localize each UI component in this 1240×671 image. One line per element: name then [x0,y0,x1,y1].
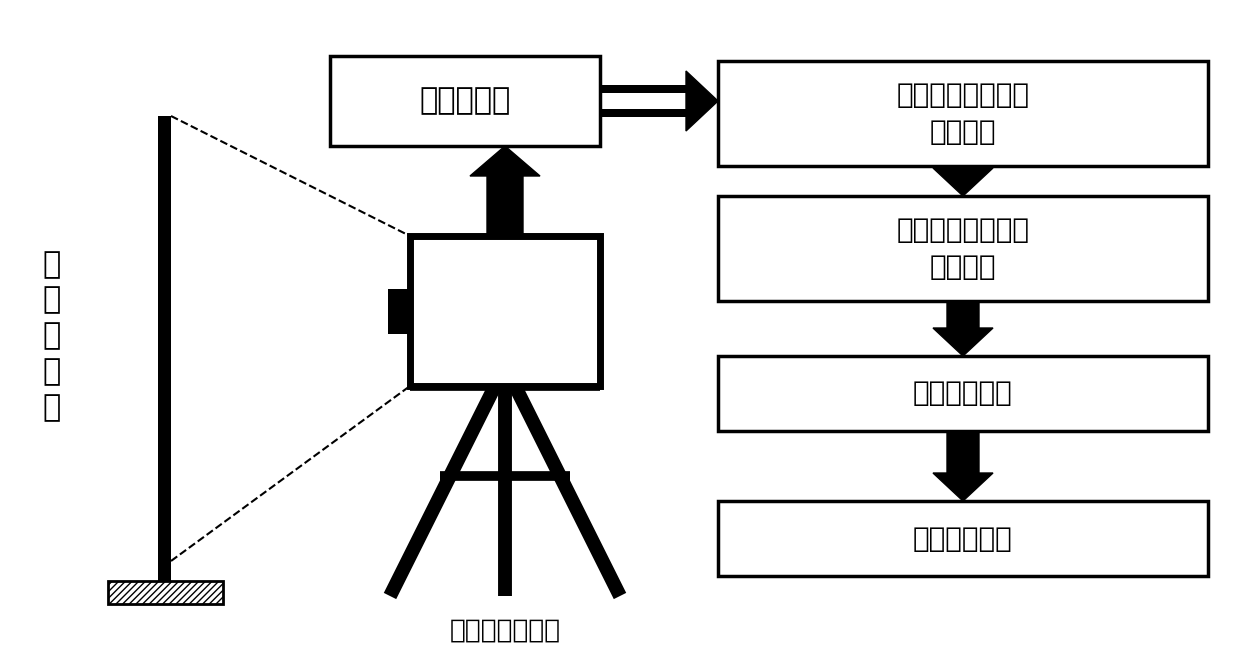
Text: 固有频率相对变化
率标准化: 固有频率相对变化 率标准化 [897,216,1029,281]
Text: 带
分
层
损
伤: 带 分 层 损 伤 [43,250,61,422]
Bar [388,289,410,333]
Bar [157,116,171,581]
Text: 激光扫描测振仪: 激光扫描测振仪 [449,618,560,644]
Polygon shape [932,431,993,501]
Bar [410,236,600,386]
Text: 分层损伤识别: 分层损伤识别 [913,525,1013,552]
Text: 频率、振型: 频率、振型 [419,87,511,115]
Text: 分层损伤指标: 分层损伤指标 [913,380,1013,407]
Bar [108,581,223,604]
Bar [600,85,686,93]
Polygon shape [470,146,539,234]
Polygon shape [932,166,993,196]
Bar [600,109,686,117]
Bar [718,501,1208,576]
Bar [330,56,600,146]
Bar [718,61,1208,166]
Polygon shape [686,71,718,131]
Text: 固有频率相对变化
率标准化: 固有频率相对变化 率标准化 [897,81,1029,146]
Polygon shape [932,301,993,356]
Bar [718,196,1208,301]
Bar [718,356,1208,431]
